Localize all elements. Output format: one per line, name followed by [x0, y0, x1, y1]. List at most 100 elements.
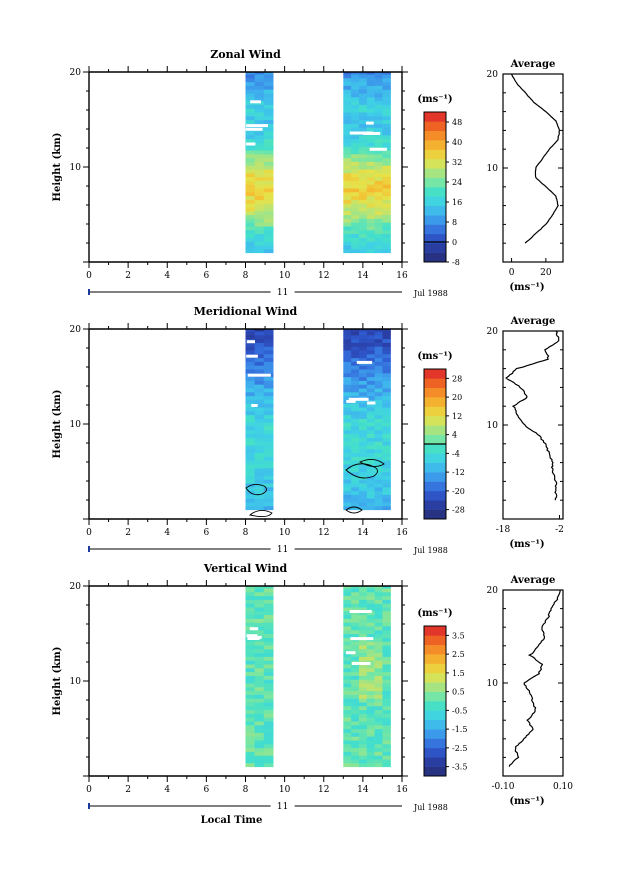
heatmap-cell [374, 376, 384, 381]
heatmap-cell [374, 679, 384, 684]
colorbar-tick-label: -4 [452, 449, 460, 458]
heatmap-cell [254, 342, 265, 347]
heatmap-cell [374, 599, 384, 604]
heatmap-cell [263, 452, 274, 457]
heatmap-cell [343, 471, 352, 476]
heatmap-cell [351, 248, 360, 254]
date-label-bg [270, 801, 295, 811]
colorbar-segment [424, 509, 446, 520]
heatmap-cell [382, 391, 391, 397]
heatmap-cell [351, 679, 360, 684]
average-x-label: (ms⁻¹) [509, 539, 544, 550]
heatmap-cell [245, 387, 256, 393]
heatmap-cell [358, 353, 368, 359]
heatmap-cell [358, 747, 368, 752]
heatmap-cell [382, 357, 391, 362]
heatmap-cell [343, 498, 352, 503]
heatmap-cell [343, 384, 352, 389]
heatmap-cell [263, 682, 274, 688]
heatmap-cell [245, 694, 256, 699]
heatmap-cell [343, 368, 352, 374]
heatmap-cell [254, 104, 265, 109]
heatmap-cell [343, 494, 352, 499]
heatmap-cell [351, 329, 360, 332]
heatmap-cell [343, 758, 352, 764]
heatmap-cell [374, 494, 384, 499]
heatmap-cell [366, 717, 376, 722]
heatmap-cell [366, 372, 376, 378]
heatmap-cell [351, 724, 360, 730]
heatmap-cell [254, 191, 265, 197]
heatmap-cell [263, 475, 274, 480]
heatmap-cell [351, 142, 360, 147]
colorbar-segment [424, 710, 446, 721]
heatmap-cell [343, 138, 352, 143]
heatmap-cell [351, 467, 360, 473]
heatmap-cell [366, 479, 376, 484]
colorbar-segment [424, 158, 446, 169]
heatmap-cell [245, 77, 256, 83]
heatmap-cell [263, 127, 274, 132]
y-tick-label: 10 [70, 420, 82, 430]
heatmap-cell [366, 618, 376, 623]
heatmap-cell [343, 463, 352, 469]
heatmap-cell [358, 732, 368, 737]
heatmap-cell [374, 237, 384, 242]
colorbar-segment [424, 757, 446, 767]
heatmap-cell [343, 622, 352, 627]
heatmap-cell [382, 422, 391, 427]
heatmap-cell [374, 119, 384, 124]
panel-title: Zonal Wind [210, 48, 281, 61]
heatmap-cell [343, 652, 352, 657]
heatmap-cell [263, 618, 274, 623]
heatmap-cell [263, 456, 274, 461]
heatmap-cell [358, 486, 368, 492]
heatmap-cell [351, 713, 360, 718]
heatmap-cell [358, 395, 368, 400]
data-gap [349, 610, 372, 613]
heatmap-cell [343, 191, 352, 197]
heatmap-cell [366, 111, 376, 117]
heatmap-cell [374, 660, 384, 665]
heatmap-cell [374, 486, 384, 492]
data-gap [250, 100, 261, 104]
heatmap-cell [263, 637, 274, 642]
colorbar-segment [424, 168, 446, 178]
data-gap [349, 131, 373, 135]
heatmap-cell [351, 587, 360, 593]
x-tick-label: 6 [204, 785, 210, 795]
heatmap-cell [343, 701, 352, 707]
heatmap-cell [358, 222, 368, 227]
heatmap-cell [374, 747, 384, 752]
heatmap-cell [245, 498, 256, 503]
heatmap-cell [382, 410, 391, 416]
heatmap-cell [366, 357, 376, 362]
heatmap-cell [351, 463, 360, 469]
heatmap-cell [263, 376, 274, 381]
average-frame [502, 330, 564, 520]
heatmap-cell [254, 456, 265, 461]
heatmap-cell [343, 724, 352, 730]
colorbar-segment [424, 654, 446, 664]
heatmap-cell [263, 195, 274, 200]
heatmap-cell [343, 73, 352, 79]
heatmap-cell [358, 471, 368, 476]
x-axis-label: Local Time [201, 815, 263, 826]
heatmap-cell [374, 329, 384, 332]
heatmap-cell [366, 501, 376, 507]
heatmap-cell [358, 629, 368, 635]
heatmap-cell [351, 586, 360, 589]
heatmap-cell [263, 660, 274, 665]
heatmap-cell [245, 157, 256, 162]
heatmap-cell [263, 433, 274, 438]
heatmap-cell [358, 682, 368, 688]
heatmap-cell [366, 720, 376, 726]
heatmap-cell [351, 482, 360, 488]
heatmap-cell [343, 717, 352, 722]
heatmap-cell [263, 717, 274, 722]
heatmap-cell [351, 663, 360, 669]
heatmap-cell [382, 77, 391, 83]
heatmap-cell [366, 660, 376, 665]
zero-contour [345, 463, 378, 479]
heatmap-cell [351, 720, 360, 726]
